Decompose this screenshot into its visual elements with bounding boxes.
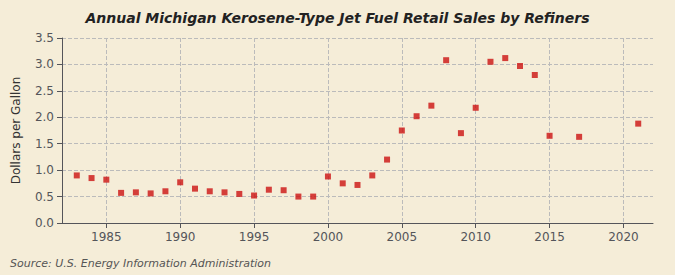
svg-text:1.5: 1.5	[35, 137, 54, 151]
svg-text:0.5: 0.5	[35, 190, 54, 204]
svg-text:2005: 2005	[387, 230, 418, 244]
svg-text:3.0: 3.0	[35, 57, 54, 71]
svg-text:2.0: 2.0	[35, 110, 54, 124]
svg-text:2010: 2010	[460, 230, 491, 244]
svg-text:2000: 2000	[313, 230, 344, 244]
svg-text:2.5: 2.5	[35, 84, 54, 98]
svg-text:1995: 1995	[239, 230, 270, 244]
svg-text:1990: 1990	[165, 230, 196, 244]
svg-text:0.0: 0.0	[35, 216, 54, 230]
svg-text:Annual Michigan Kerosene-Type: Annual Michigan Kerosene-Type Jet Fuel R…	[84, 10, 589, 26]
svg-text:2015: 2015	[534, 230, 565, 244]
svg-text:2020: 2020	[608, 230, 639, 244]
svg-text:Source: U.S. Energy Informatio: Source: U.S. Energy Information Administ…	[10, 257, 271, 270]
svg-text:3.5: 3.5	[35, 31, 54, 45]
svg-text:Dollars per Gallon: Dollars per Gallon	[9, 77, 23, 185]
svg-text:1.0: 1.0	[35, 163, 54, 177]
svg-text:1985: 1985	[91, 230, 122, 244]
